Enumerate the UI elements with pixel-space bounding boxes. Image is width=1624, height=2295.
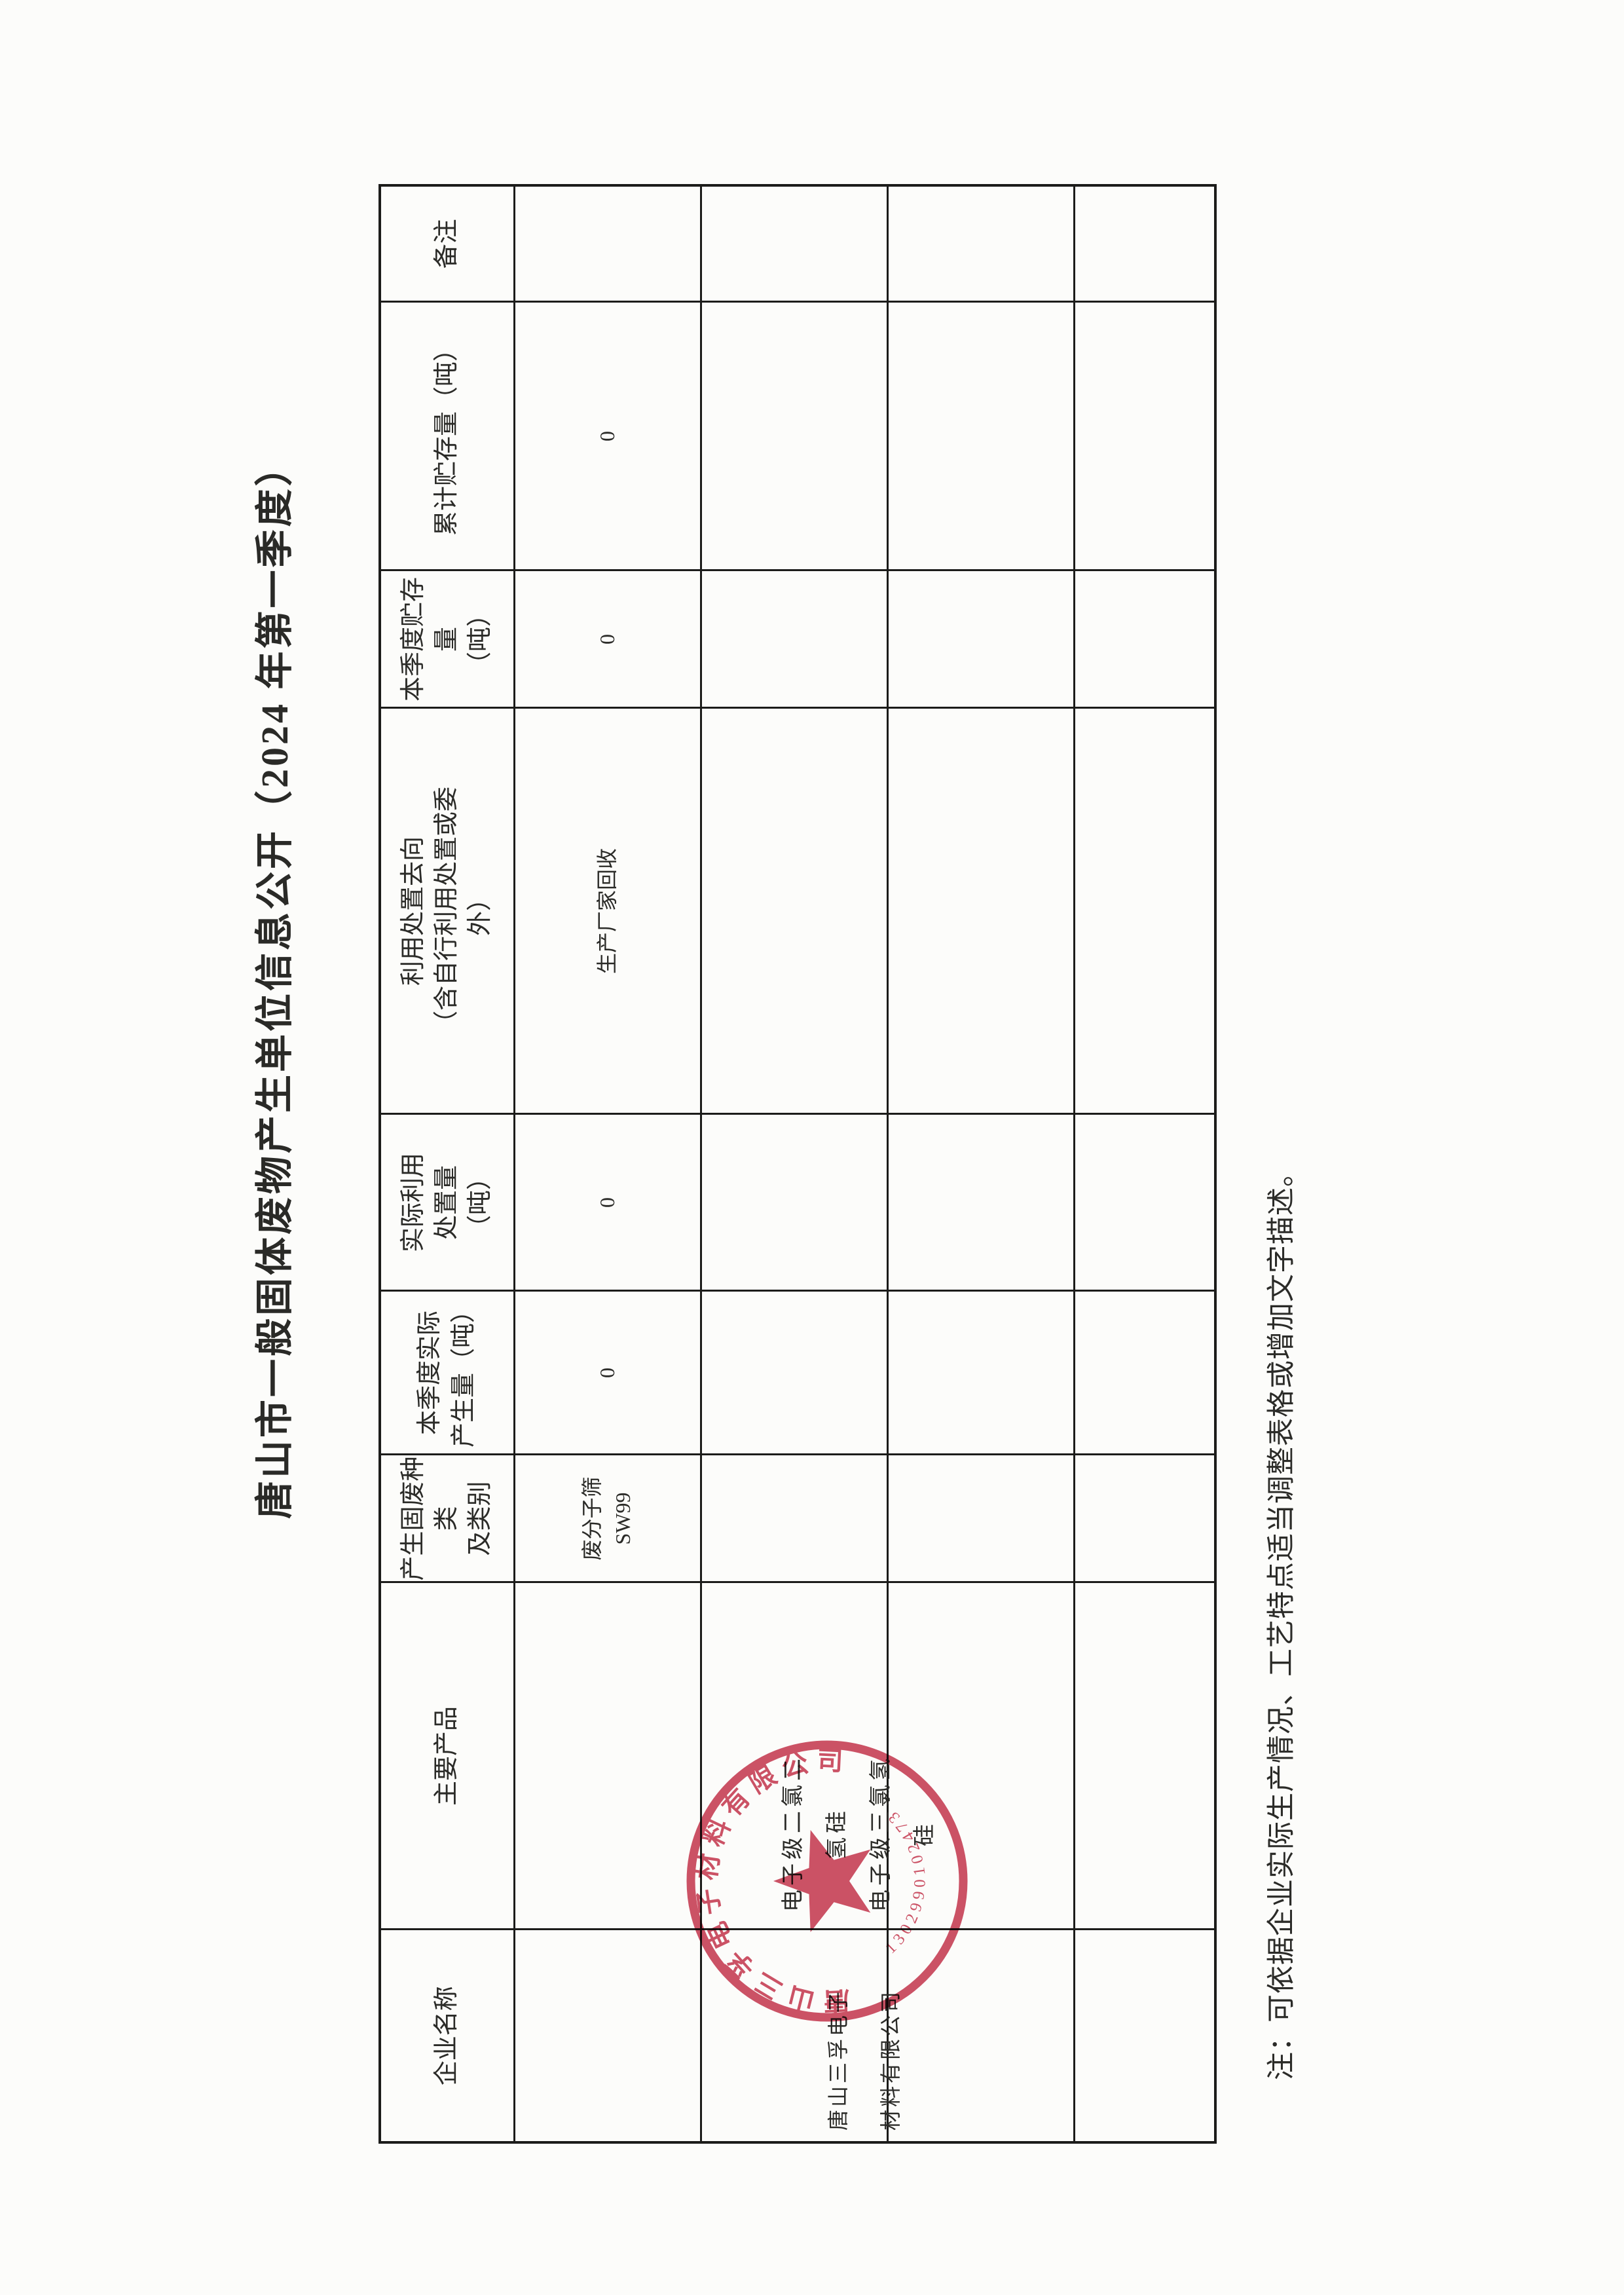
empty-cell: [1074, 1455, 1215, 1582]
empty-cell: [701, 1455, 887, 1582]
seal-ring: [686, 1740, 968, 2022]
cell-cumulative-storage: 0: [514, 302, 701, 570]
cell-remark: [514, 185, 701, 302]
seal-star-icon: [773, 1830, 871, 1932]
empty-cell: [887, 185, 1074, 302]
waste-type-text: 废分子筛: [580, 1476, 604, 1561]
empty-cell: [887, 302, 1074, 570]
seal-serial-arc: 1302990102473: [882, 1805, 929, 1957]
cell-company: [514, 1930, 701, 2142]
cell-destination: 生产厂家回收: [514, 708, 701, 1114]
header-quarter-produced: 本季度实际 产生量（吨）: [380, 1291, 514, 1455]
cell-quarter-storage: 0: [514, 570, 701, 708]
empty-cell: [701, 1114, 887, 1291]
empty-cell: [1074, 708, 1215, 1114]
header-quarter-storage: 本季度贮存量 （吨）: [380, 570, 514, 708]
cell-waste-type: 废分子筛 SW99: [514, 1455, 701, 1582]
empty-cell: [887, 708, 1074, 1114]
empty-cell: [1074, 1291, 1215, 1455]
empty-cell: [1074, 1114, 1215, 1291]
empty-cell: [701, 302, 887, 570]
header-utilized-disposed: 实际利用 处置量 （吨）: [380, 1114, 514, 1291]
empty-cell: [701, 708, 887, 1114]
empty-cell: [887, 570, 1074, 708]
header-remark: 备注: [380, 185, 514, 302]
empty-cell: [887, 1291, 1074, 1455]
empty-cell: [1074, 570, 1215, 708]
empty-cell: [887, 1455, 1074, 1582]
table-header-row: 企业名称 主要产品 产生固废种类 及类别 本季度实际 产生量（吨） 实际利用 处…: [380, 185, 514, 2142]
empty-cell: [1074, 1930, 1215, 2142]
header-company: 企业名称: [380, 1930, 514, 2142]
header-cumulative-storage: 累计贮存量（吨）: [380, 302, 514, 570]
empty-cell: [1074, 1582, 1215, 1930]
empty-cell: [887, 1114, 1074, 1291]
company-seal: 唐山三孚电子材料有限公司 1302990102473: [686, 1740, 968, 2022]
empty-cell: [701, 1291, 887, 1455]
empty-cell: [701, 570, 887, 708]
cell-main-products: [514, 1582, 701, 1930]
header-destination: 利用处置去向 （含自行利用处置或委 外）: [380, 708, 514, 1114]
data-row-1: 废分子筛 SW99 0 0 生产厂家回收 0 0: [514, 185, 701, 2142]
header-waste-type: 产生固废种类 及类别: [380, 1455, 514, 1582]
header-main-products: 主要产品: [380, 1582, 514, 1930]
document-title: 唐山市一般固体废物产生单位信息公开（2024 年第一季度）: [253, 445, 296, 1519]
cell-quarter-produced: 0: [514, 1291, 701, 1455]
empty-cell: [1074, 185, 1215, 302]
footnote: 注：可依据企业实际生产情况、工艺特点适当调整表格或增加文字描述。: [1266, 1158, 1297, 2080]
empty-cell: [1074, 302, 1215, 570]
cell-utilized-disposed: 0: [514, 1114, 701, 1291]
empty-cell: [701, 185, 887, 302]
waste-code-text: SW99: [610, 1492, 635, 1545]
empty-row: [1074, 185, 1215, 2142]
